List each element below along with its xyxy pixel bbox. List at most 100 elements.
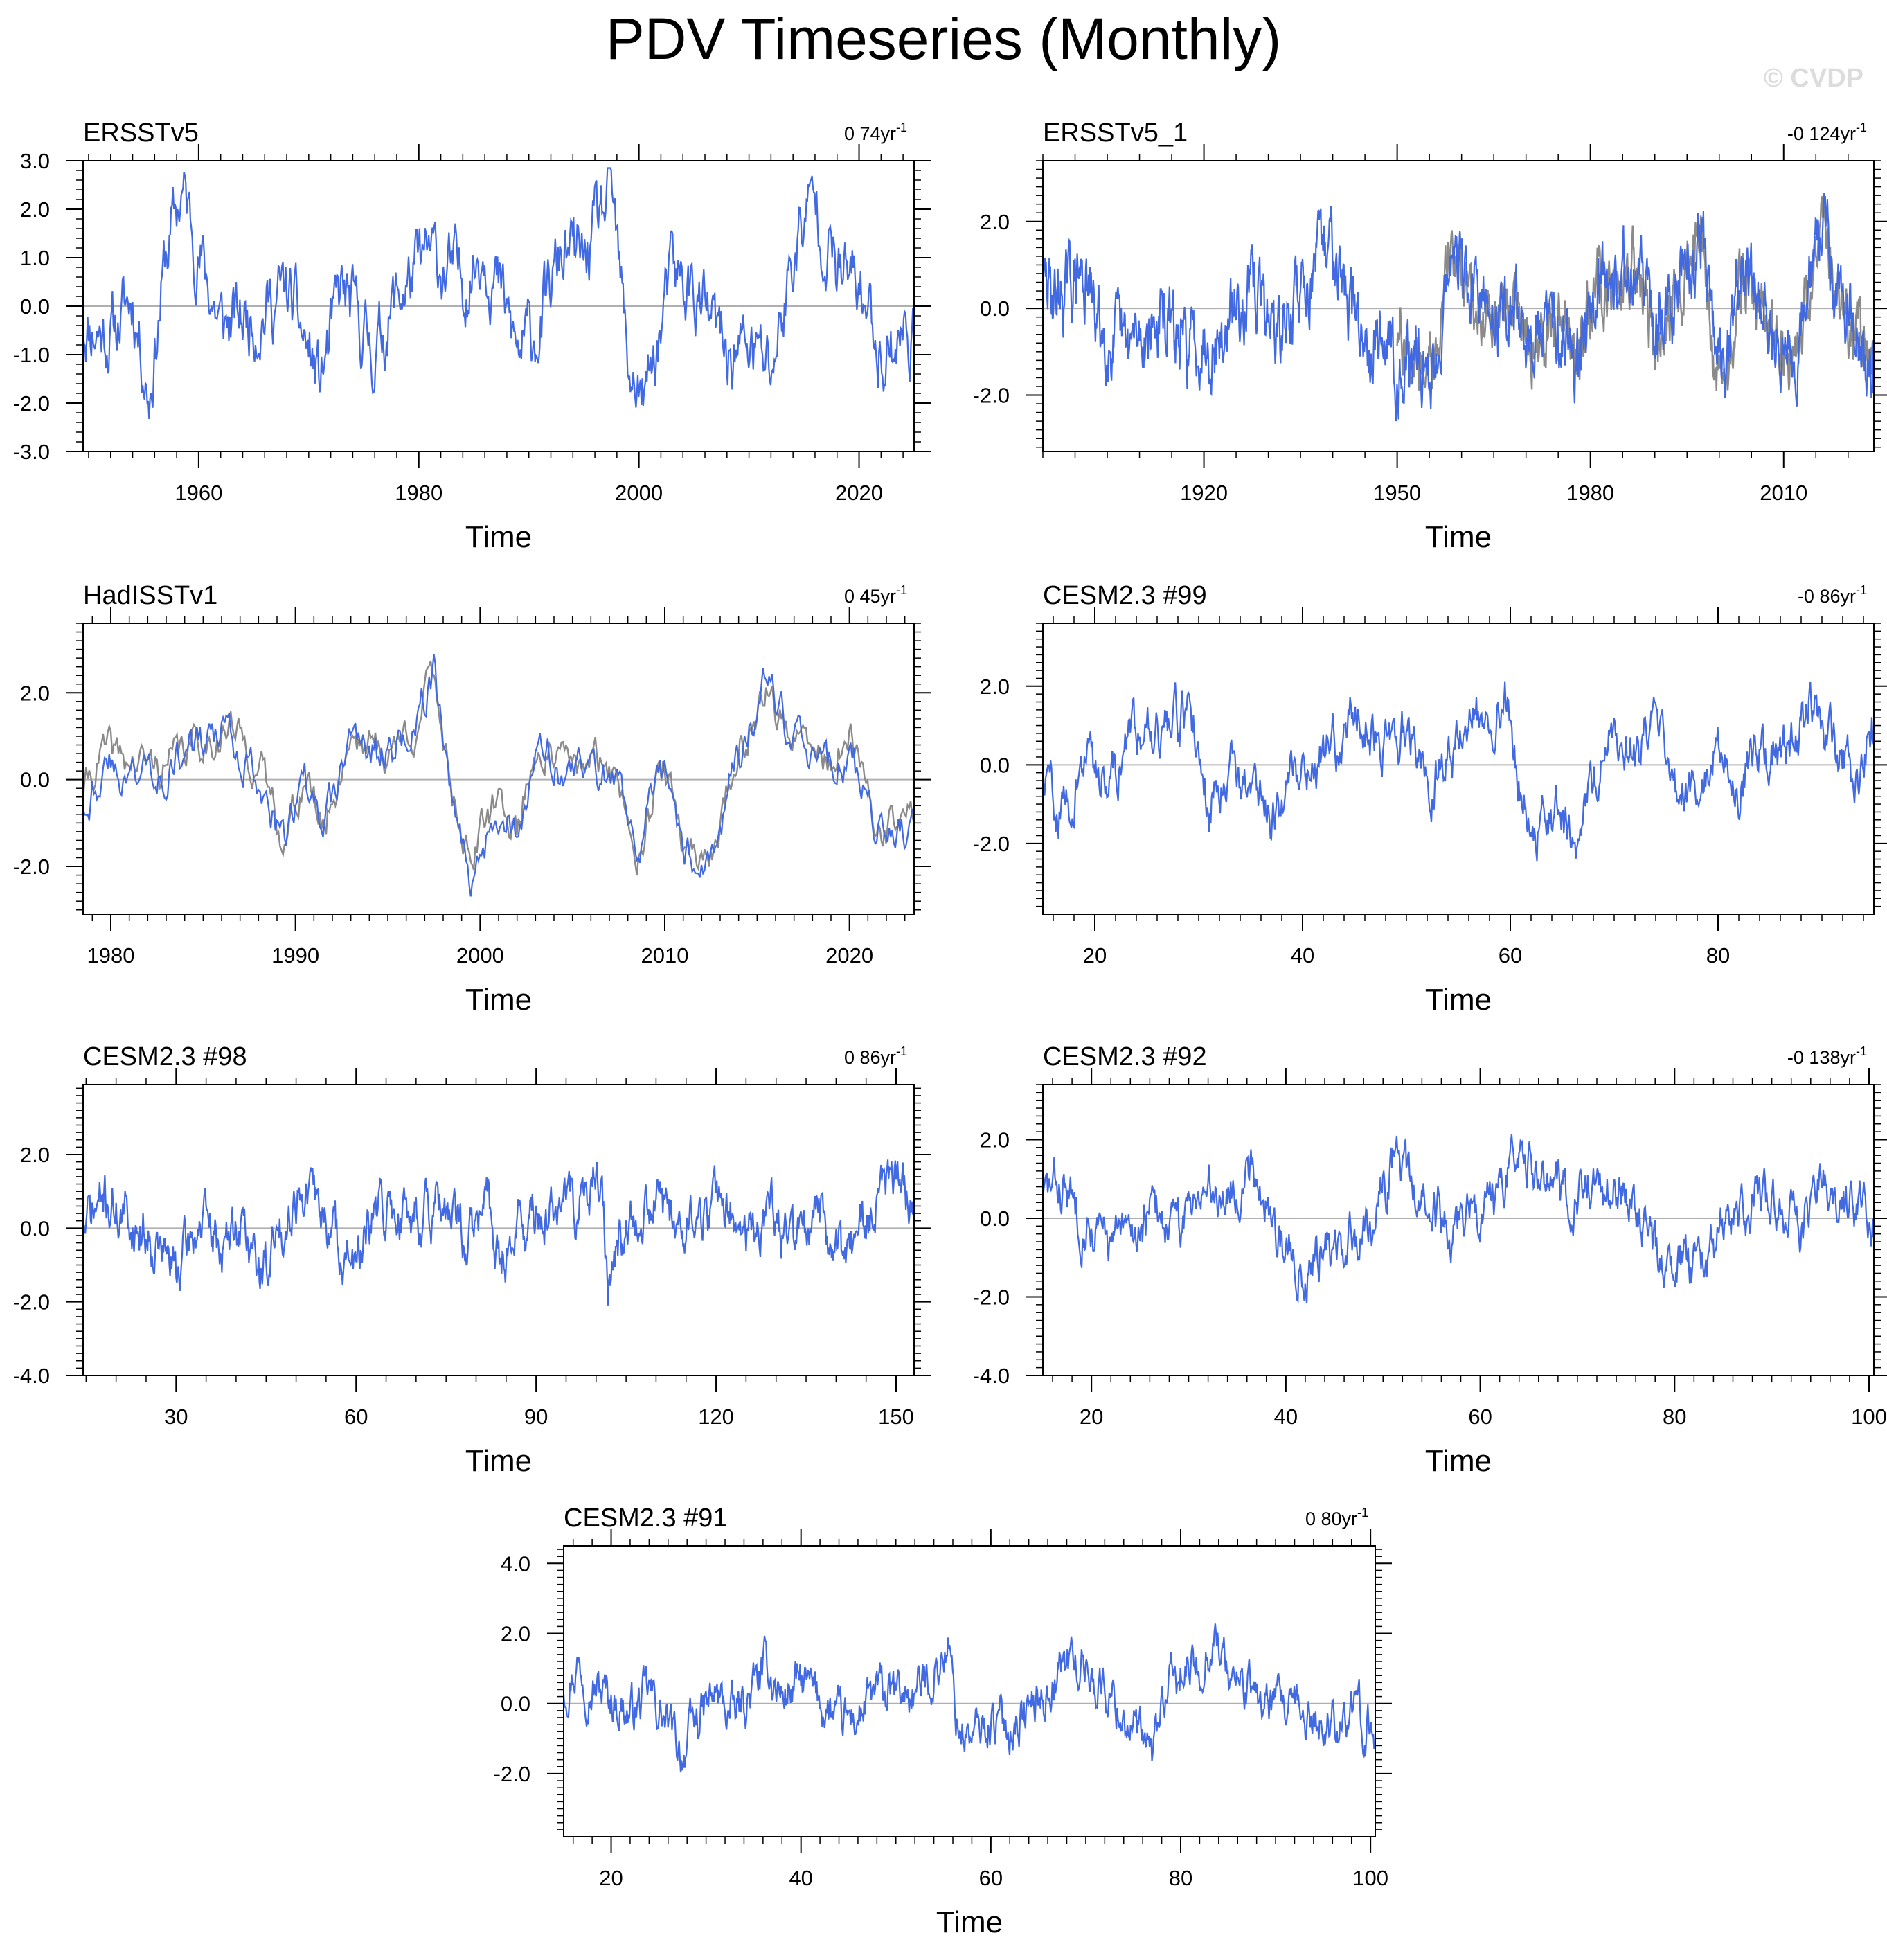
y-tick-label: -2.0 bbox=[973, 832, 1010, 856]
x-tick-label: 60 bbox=[979, 1866, 1003, 1890]
trend-label: 0 45yr-1 bbox=[844, 583, 907, 607]
x-tick-label: 80 bbox=[1706, 943, 1730, 968]
chart-panel: CESM2.3 #99 -0 86yr-1 2.0 0.0 -2.0 20 40 60 80 Ti… bbox=[973, 581, 1887, 1017]
y-tick-label: 0.0 bbox=[20, 1216, 50, 1240]
y-tick-label: 2.0 bbox=[20, 1143, 50, 1167]
model-series-line bbox=[1043, 681, 1874, 862]
chart-title: HadISSTv1 bbox=[83, 581, 217, 610]
watermark: © CVDP bbox=[1763, 64, 1863, 93]
x-tick-label: 90 bbox=[524, 1405, 548, 1429]
x-tick-label: 60 bbox=[1468, 1405, 1492, 1429]
x-tick-label: 2020 bbox=[835, 481, 883, 505]
x-tick-label: 2000 bbox=[615, 481, 663, 505]
x-tick-label: 60 bbox=[1499, 943, 1522, 968]
model-series-line bbox=[83, 167, 914, 420]
trend-label: 0 86yr-1 bbox=[844, 1044, 907, 1068]
chart-panel: HadISSTv1 0 45yr-1 2.0 0.0 -2.0 1980 1990 2000 2… bbox=[13, 581, 931, 1017]
y-tick-label: -2.0 bbox=[494, 1762, 530, 1786]
x-tick-label: 80 bbox=[1663, 1405, 1686, 1429]
chart-panel: CESM2.3 #98 0 86yr-1 2.0 0.0 -2.0 -4.0 30 60 90 1… bbox=[13, 1042, 931, 1478]
y-tick-label: 3.0 bbox=[20, 149, 50, 173]
y-tick-label: 0.0 bbox=[20, 768, 50, 792]
chart-title: CESM2.3 #99 bbox=[1043, 581, 1207, 610]
x-axis-label: Time bbox=[465, 520, 532, 554]
obs-series-line bbox=[83, 660, 914, 876]
y-tick-label: 0.0 bbox=[20, 294, 50, 319]
x-tick-label: 20 bbox=[1080, 1405, 1103, 1429]
y-tick-label: -4.0 bbox=[13, 1364, 50, 1388]
chart-panel: CESM2.3 #92 -0 138yr-1 2.0 0.0 -2.0 -4.0 20 40 6… bbox=[973, 1042, 1887, 1478]
y-tick-label: 2.0 bbox=[980, 675, 1010, 699]
chart-panel: ERSSTv5 0 74yr-1 3.0 2.0 1.0 0.0 -1.0 -2.0 -3.0 1… bbox=[13, 118, 931, 554]
x-tick-label: 1950 bbox=[1373, 481, 1421, 505]
x-tick-label: 100 bbox=[1851, 1405, 1887, 1429]
trend-label: -0 86yr-1 bbox=[1798, 583, 1867, 607]
x-axis-label: Time bbox=[936, 1905, 1003, 1939]
x-tick-label: 20 bbox=[599, 1866, 623, 1890]
x-tick-label: 2000 bbox=[456, 943, 504, 968]
x-tick-label: 150 bbox=[878, 1405, 914, 1429]
x-tick-label: 1980 bbox=[395, 481, 442, 505]
chart-title: ERSSTv5_1 bbox=[1043, 118, 1188, 148]
x-tick-label: 40 bbox=[1291, 943, 1314, 968]
y-tick-label: 2.0 bbox=[980, 1128, 1010, 1152]
chart-panel: CESM2.3 #91 0 80yr-1 4.0 2.0 0.0 -2.0 20 40 60 80… bbox=[494, 1504, 1392, 1939]
x-tick-label: 60 bbox=[344, 1405, 368, 1429]
y-tick-label: 4.0 bbox=[501, 1551, 530, 1576]
y-tick-label: -1.0 bbox=[13, 343, 50, 367]
plot-frame bbox=[1042, 160, 1875, 452]
x-axis-label: Time bbox=[1425, 520, 1492, 554]
y-tick-label: 0.0 bbox=[501, 1692, 530, 1716]
y-tick-label: -4.0 bbox=[973, 1364, 1010, 1388]
model-series-line bbox=[1043, 1134, 1874, 1304]
y-tick-label: 0.0 bbox=[980, 1206, 1010, 1231]
x-tick-label: 1990 bbox=[271, 943, 319, 968]
plot-frame bbox=[563, 1545, 1376, 1837]
y-tick-label: 2.0 bbox=[20, 681, 50, 705]
chart-title: CESM2.3 #92 bbox=[1043, 1042, 1207, 1071]
y-tick-label: -3.0 bbox=[13, 440, 50, 464]
trend-label: -0 124yr-1 bbox=[1787, 121, 1867, 144]
y-tick-label: 1.0 bbox=[20, 246, 50, 270]
chart-panel: ERSSTv5_1 -0 124yr-1 2.0 0.0 -2.0 1920 1950 198… bbox=[973, 118, 1887, 554]
model-series-line bbox=[1043, 193, 1874, 422]
x-tick-label: 30 bbox=[164, 1405, 188, 1429]
trend-label: -0 138yr-1 bbox=[1787, 1044, 1867, 1068]
x-tick-label: 1960 bbox=[175, 481, 222, 505]
x-axis-label: Time bbox=[465, 983, 532, 1017]
x-tick-label: 40 bbox=[1274, 1405, 1298, 1429]
model-series-line bbox=[564, 1623, 1375, 1773]
model-series-line bbox=[83, 1159, 914, 1306]
y-tick-label: -2.0 bbox=[13, 855, 50, 879]
x-tick-label: 2020 bbox=[825, 943, 873, 968]
plot-frame bbox=[1042, 623, 1875, 915]
x-tick-label: 100 bbox=[1352, 1866, 1388, 1890]
y-tick-label: 0.0 bbox=[980, 296, 1010, 321]
x-tick-label: 80 bbox=[1169, 1866, 1192, 1890]
chart-title: CESM2.3 #98 bbox=[83, 1042, 247, 1071]
plot-frame bbox=[82, 1084, 915, 1376]
trend-label: 0 74yr-1 bbox=[844, 121, 907, 144]
x-tick-label: 1920 bbox=[1180, 481, 1228, 505]
chart-title: ERSSTv5 bbox=[83, 118, 199, 148]
trend-label: 0 80yr-1 bbox=[1305, 1506, 1368, 1529]
x-tick-label: 120 bbox=[698, 1405, 734, 1429]
x-tick-label: 2010 bbox=[1760, 481, 1807, 505]
y-tick-label: -2.0 bbox=[973, 1285, 1010, 1309]
x-tick-label: 2010 bbox=[641, 943, 689, 968]
plot-frame bbox=[1042, 1084, 1875, 1376]
y-tick-label: -2.0 bbox=[13, 391, 50, 416]
y-tick-label: 2.0 bbox=[980, 210, 1010, 234]
y-tick-label: -2.0 bbox=[13, 1290, 50, 1315]
x-tick-label: 20 bbox=[1083, 943, 1107, 968]
y-tick-label: 2.0 bbox=[501, 1622, 530, 1646]
y-tick-label: 2.0 bbox=[20, 197, 50, 222]
model-series-line bbox=[83, 654, 914, 897]
x-axis-label: Time bbox=[1425, 983, 1492, 1017]
x-axis-label: Time bbox=[1425, 1444, 1492, 1478]
x-tick-label: 1980 bbox=[87, 943, 135, 968]
x-axis-label: Time bbox=[465, 1444, 532, 1478]
x-tick-label: 1980 bbox=[1566, 481, 1614, 505]
y-tick-label: -2.0 bbox=[973, 384, 1010, 408]
